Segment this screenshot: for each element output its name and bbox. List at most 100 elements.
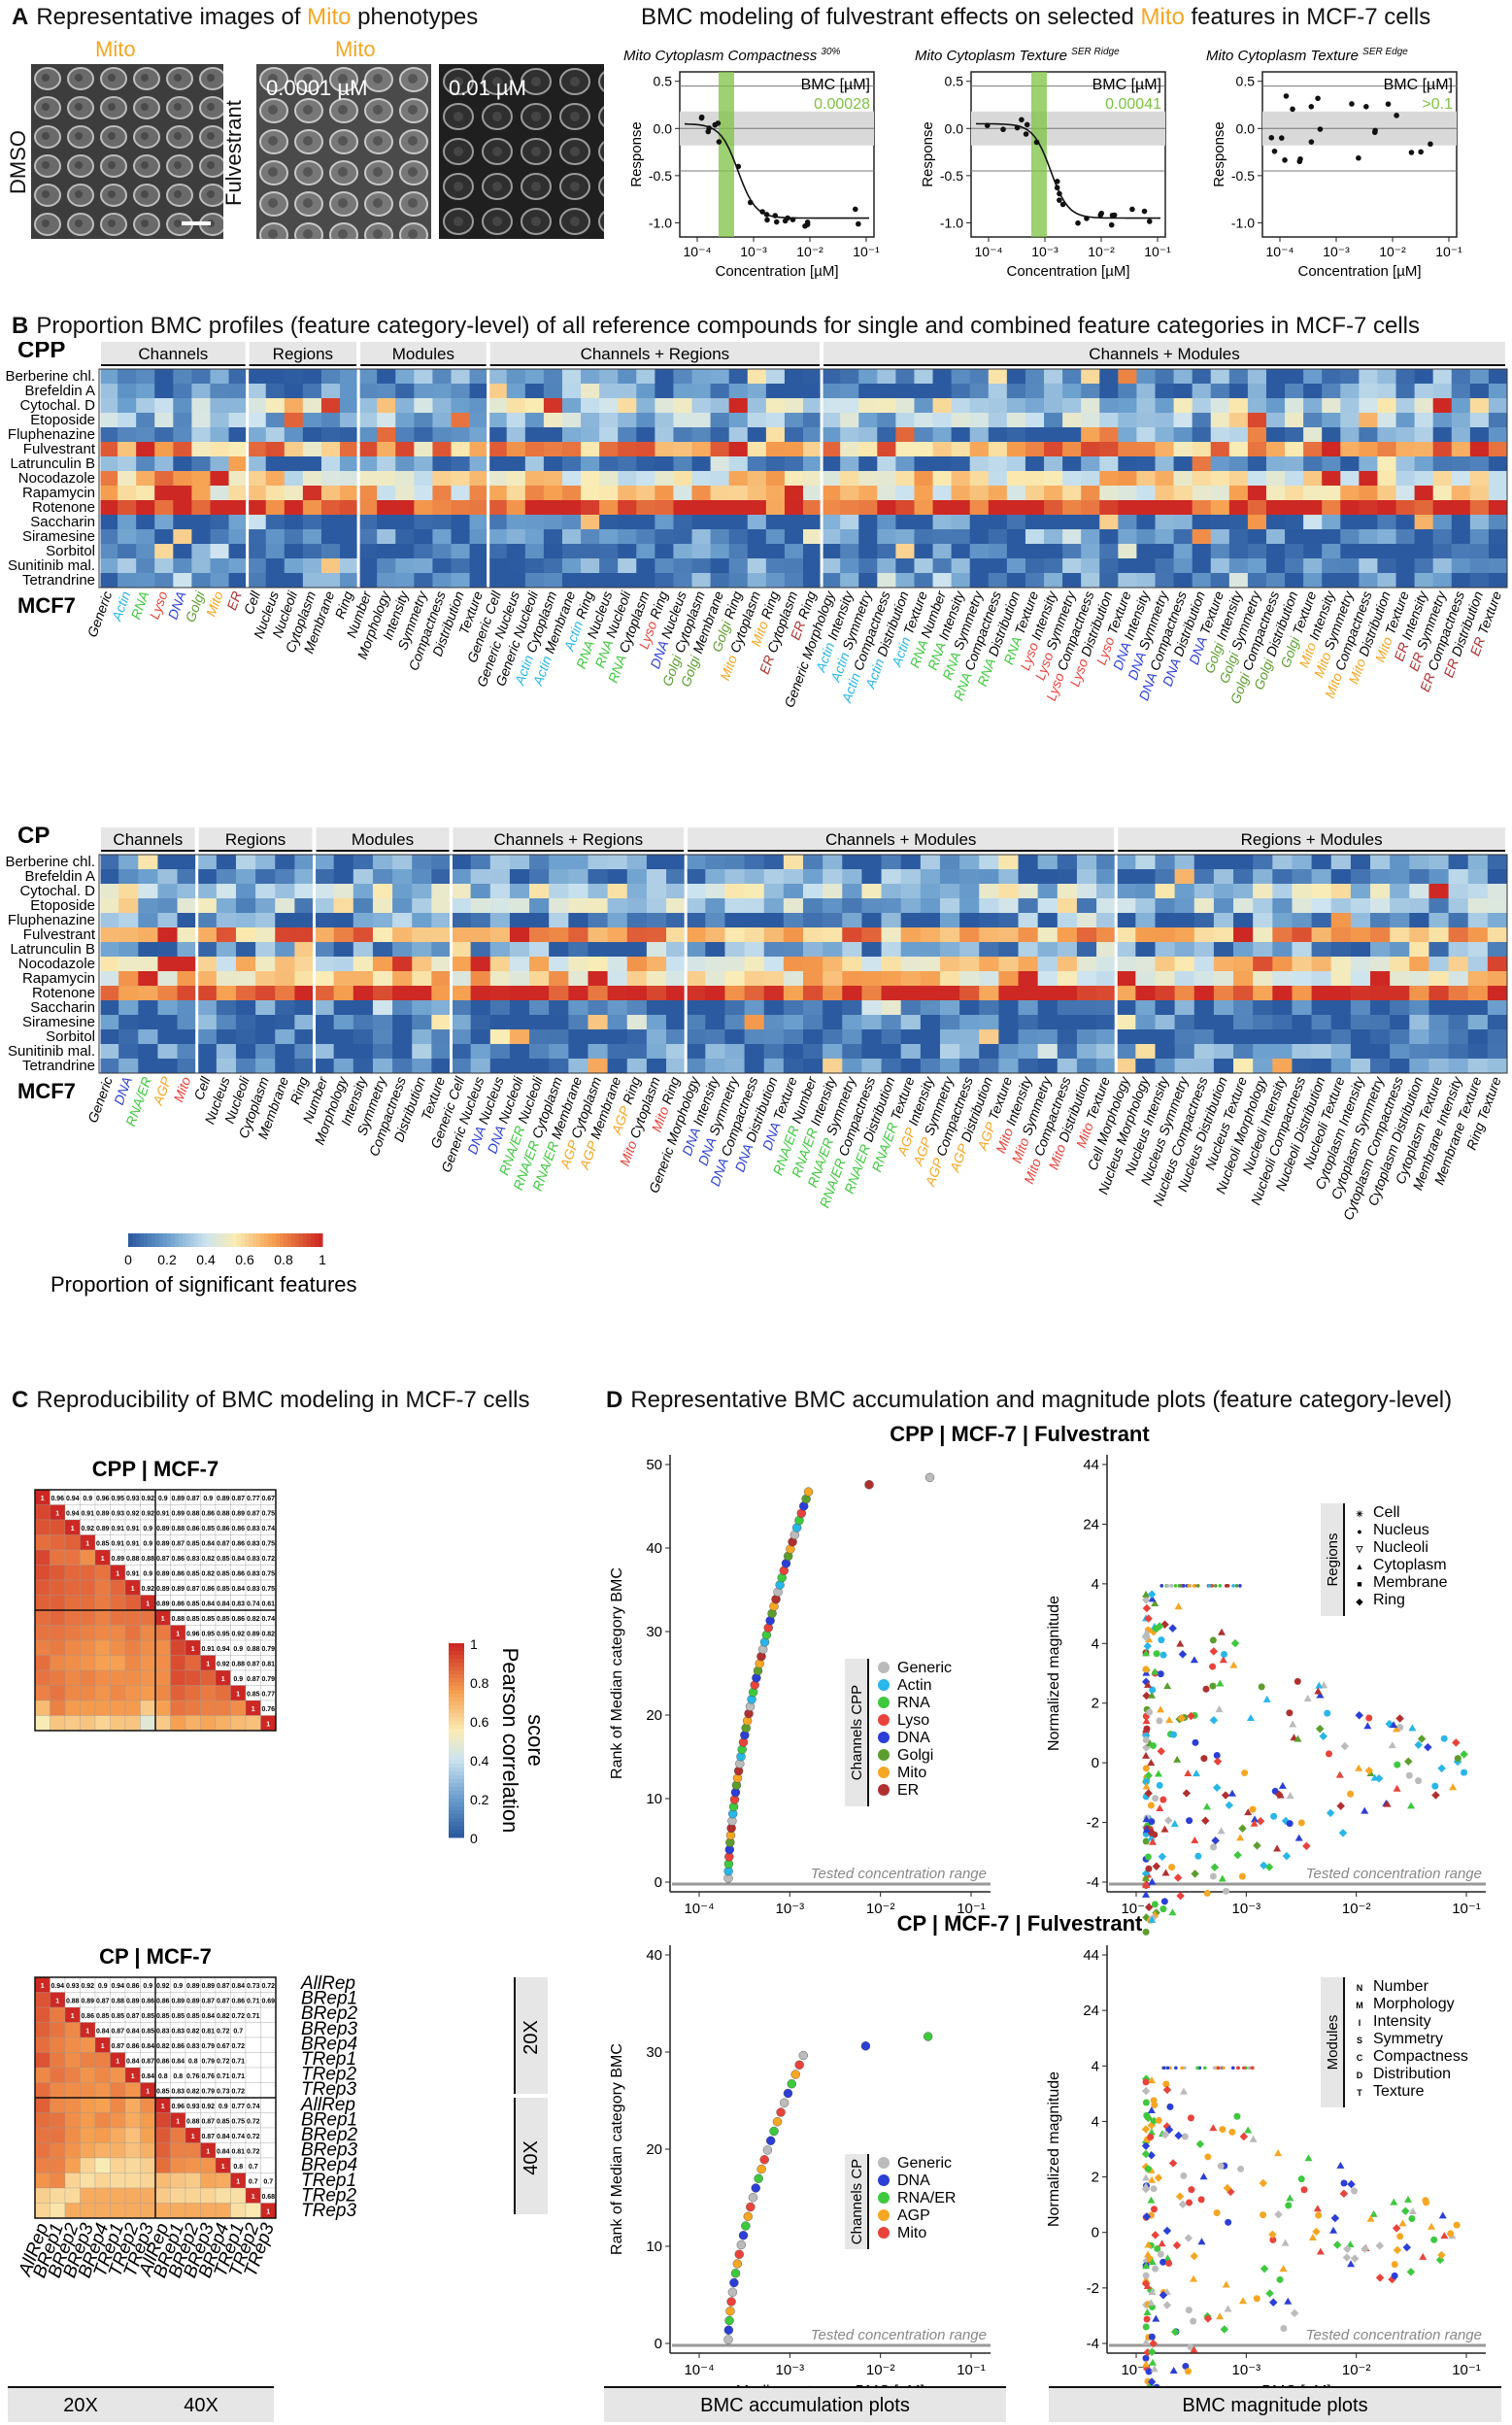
mag-point	[1338, 1829, 1348, 1837]
corr-cell	[110, 2097, 126, 2113]
mag-point	[1210, 1843, 1218, 1851]
heat-cell	[372, 855, 393, 870]
heat-cell	[691, 500, 712, 516]
mag-point	[1141, 2279, 1151, 2288]
heat-cell	[655, 442, 674, 457]
corr-cell	[185, 1685, 201, 1701]
heat-cell	[673, 558, 693, 574]
legend-item: DNA	[897, 1730, 930, 1746]
corr-cell	[124, 2187, 141, 2204]
corr-value: 0.72	[247, 2134, 260, 2140]
legend-marker: T	[1357, 2088, 1362, 2098]
mag-point	[1454, 1755, 1462, 1763]
heat-cell	[358, 529, 378, 545]
heat-cell	[353, 971, 374, 987]
heat-cell	[1118, 384, 1137, 399]
heat-cell	[920, 898, 941, 914]
corr-cell	[154, 1655, 171, 1671]
corr-cell	[80, 1715, 96, 1732]
corr-cell	[140, 1669, 156, 1686]
corr-value: 0.9	[218, 2104, 228, 2110]
heat-cell	[1037, 971, 1058, 987]
cp-heatmap: CP Channels Regions Modules Channels + Regio…	[5, 823, 1508, 1222]
heat-cell	[1155, 957, 1176, 972]
heat-cell	[710, 369, 730, 385]
heat-cell	[691, 573, 712, 589]
heat-cell	[1228, 369, 1249, 385]
mag-point	[1391, 2272, 1398, 2279]
compound-label: Latrunculin B	[10, 455, 95, 472]
heat-cell	[1467, 971, 1489, 987]
heat-cell	[842, 913, 862, 928]
heat-cell	[803, 869, 823, 885]
corr-value: 0.92	[141, 1496, 154, 1502]
mag-point	[1404, 1757, 1413, 1766]
compound-label: Saccharin	[30, 514, 95, 530]
heat-cell	[1377, 500, 1397, 516]
corr-value: 0.79	[201, 2043, 215, 2050]
heat-cell	[509, 1015, 530, 1030]
corr-value: 0.92	[201, 2104, 215, 2110]
heat-cell	[1395, 427, 1416, 443]
corr-cell	[185, 1669, 201, 1686]
mag-point	[1142, 1590, 1151, 1598]
heat-cell	[1377, 515, 1397, 530]
heat-cell	[210, 427, 230, 443]
heat-cell	[803, 942, 823, 958]
heat-cell	[1265, 427, 1286, 443]
heat-cell	[1247, 398, 1267, 414]
heat-cell	[191, 544, 211, 559]
mag-point	[1184, 2368, 1192, 2375]
plot-frame	[1261, 71, 1458, 238]
heat-cell	[1340, 442, 1360, 457]
heat-cell	[177, 1029, 198, 1045]
heat-cell	[314, 855, 335, 870]
heat-cell	[599, 529, 619, 545]
heat-cell	[487, 384, 508, 399]
heat-cell	[822, 384, 841, 399]
heat-cell	[377, 384, 396, 399]
mag-point	[1147, 1834, 1156, 1841]
corr-cell	[154, 1669, 171, 1686]
heat-cell	[920, 971, 941, 987]
mag-point	[1147, 1759, 1156, 1767]
mag-point-top	[1174, 2066, 1178, 2071]
mag-point	[1150, 2097, 1158, 2105]
y-tick-label: -0.5	[940, 168, 963, 184]
heat-cell	[666, 1029, 687, 1045]
mag-point	[1244, 2126, 1253, 2134]
corr-value: 0.86	[171, 2043, 185, 2050]
corr-diag: 1	[176, 2118, 180, 2125]
heat-cell	[524, 456, 545, 472]
heat-cell	[228, 500, 249, 516]
heat-cell	[1044, 515, 1063, 530]
heat-cell	[842, 869, 862, 885]
heat-cell	[210, 500, 230, 516]
corr-value: 0.89	[186, 1983, 200, 1990]
heat-cell	[840, 515, 859, 530]
mag-point	[1159, 1905, 1167, 1913]
heat-cell	[1210, 442, 1230, 457]
mag-point	[1204, 2153, 1212, 2161]
heat-cell	[881, 1059, 902, 1074]
corr-value: 0.82	[186, 2028, 200, 2035]
heat-cell	[1370, 1044, 1391, 1060]
mag-point	[1401, 2206, 1410, 2216]
heat-cell	[196, 942, 218, 958]
mag-point	[1142, 2360, 1151, 2368]
heat-cell	[673, 486, 693, 501]
heat-cell	[1192, 515, 1212, 530]
corr-value: 0.87	[96, 1998, 110, 2004]
heat-cell	[1395, 486, 1416, 501]
heat-cell	[877, 427, 896, 443]
heat-cell	[728, 456, 749, 472]
heat-cell	[1432, 558, 1453, 574]
legend-item: Generic	[897, 1660, 952, 1676]
heat-cell	[1340, 471, 1360, 487]
corr-cell	[154, 1700, 171, 1716]
heat-cell	[136, 413, 155, 428]
heat-cell	[1057, 913, 1078, 928]
heat-cell	[568, 1015, 588, 1030]
heat-cell	[255, 855, 276, 870]
heat-cell	[196, 971, 218, 987]
